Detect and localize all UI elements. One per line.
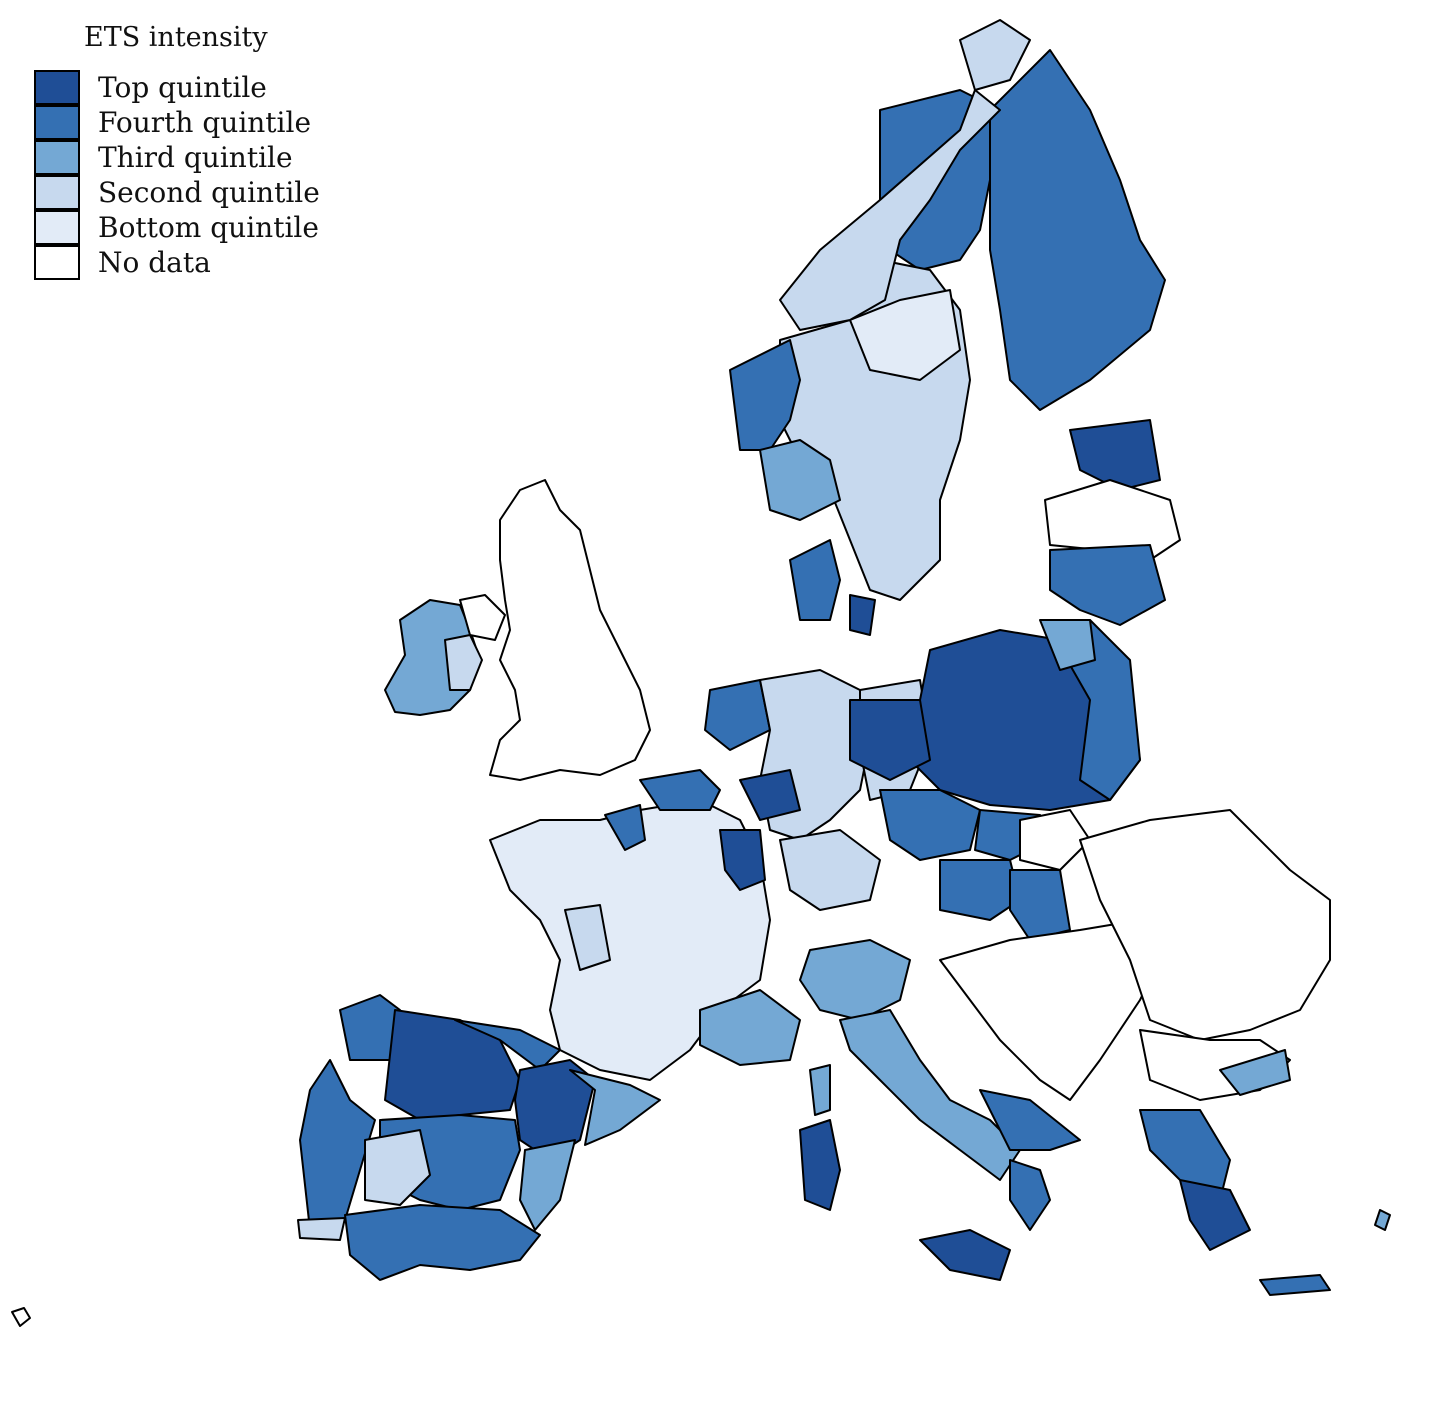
region-algarve [297, 1217, 346, 1241]
region-island [11, 1307, 31, 1327]
region-hungary [1009, 869, 1071, 941]
region-latvia [1044, 479, 1181, 561]
legend-label: Second quintile [98, 176, 320, 209]
region-crete [1259, 1274, 1331, 1296]
region-cyprus-small [1374, 1209, 1391, 1231]
region-bulgaria-east [1219, 1049, 1291, 1096]
region-austria [939, 859, 1021, 921]
legend-item-bottom: Bottom quintile [34, 210, 354, 245]
region-norway-middle [779, 89, 1001, 331]
legend-title: ETS intensity [84, 22, 268, 53]
region-northern-ireland [459, 594, 506, 641]
region-valencia [519, 1139, 576, 1231]
region-north-spain [454, 1019, 561, 1071]
region-calabria [1009, 1159, 1051, 1231]
region-czechia [879, 789, 981, 861]
region-norway-west [729, 339, 801, 451]
region-great-britain [489, 479, 651, 781]
region-lithuania [1049, 544, 1166, 626]
legend-swatch [34, 175, 80, 210]
region-hungary-north [1019, 809, 1091, 871]
region-west-poland [849, 699, 931, 781]
region-north-italy [799, 939, 911, 1021]
legend-swatch [34, 70, 80, 105]
region-ruhr [739, 769, 801, 821]
region-provence [699, 989, 801, 1066]
region-sardinia [799, 1119, 841, 1211]
region-portugal [299, 1059, 376, 1231]
region-apulia [979, 1089, 1081, 1151]
region-finland [989, 49, 1166, 411]
region-sweden-central [849, 289, 961, 381]
region-catalonia [569, 1069, 661, 1146]
region-extremadura [364, 1129, 431, 1206]
region-sicily [919, 1229, 1011, 1281]
region-norway-north [959, 19, 1031, 91]
region-kaliningrad [1039, 619, 1096, 671]
region-bavaria [779, 829, 881, 911]
legend-label: Top quintile [98, 71, 267, 104]
region-netherlands [704, 679, 771, 751]
region-norway-south [759, 439, 841, 521]
legend-label: Fourth quintile [98, 106, 312, 139]
region-france-north [604, 804, 646, 851]
region-belgium [639, 769, 721, 811]
legend-label: No data [98, 246, 211, 279]
legend-item-third: Third quintile [34, 140, 354, 175]
legend-item-top: Top quintile [34, 70, 354, 105]
region-west-france [564, 904, 611, 971]
legend-swatch [34, 210, 80, 245]
region-balkans [939, 919, 1161, 1101]
map-regions [11, 19, 1391, 1327]
legend-swatch [34, 140, 80, 175]
region-ile-de-france [719, 829, 766, 891]
legend-label: Bottom quintile [98, 211, 319, 244]
region-peloponnese [1179, 1179, 1251, 1251]
legend-swatch [34, 105, 80, 140]
region-jutland [789, 539, 841, 621]
region-ireland-east [444, 634, 483, 691]
legend-item-no-data: No data [34, 245, 354, 280]
region-andalusia [344, 1204, 541, 1281]
region-romania [1079, 809, 1331, 1041]
legend-item-fourth: Fourth quintile [34, 105, 354, 140]
legend-item-second: Second quintile [34, 175, 354, 210]
legend-label: Third quintile [98, 141, 293, 174]
region-estonia [1069, 419, 1161, 491]
region-corsica [809, 1064, 831, 1116]
region-zealand [849, 594, 876, 636]
legend-swatch [34, 245, 80, 280]
